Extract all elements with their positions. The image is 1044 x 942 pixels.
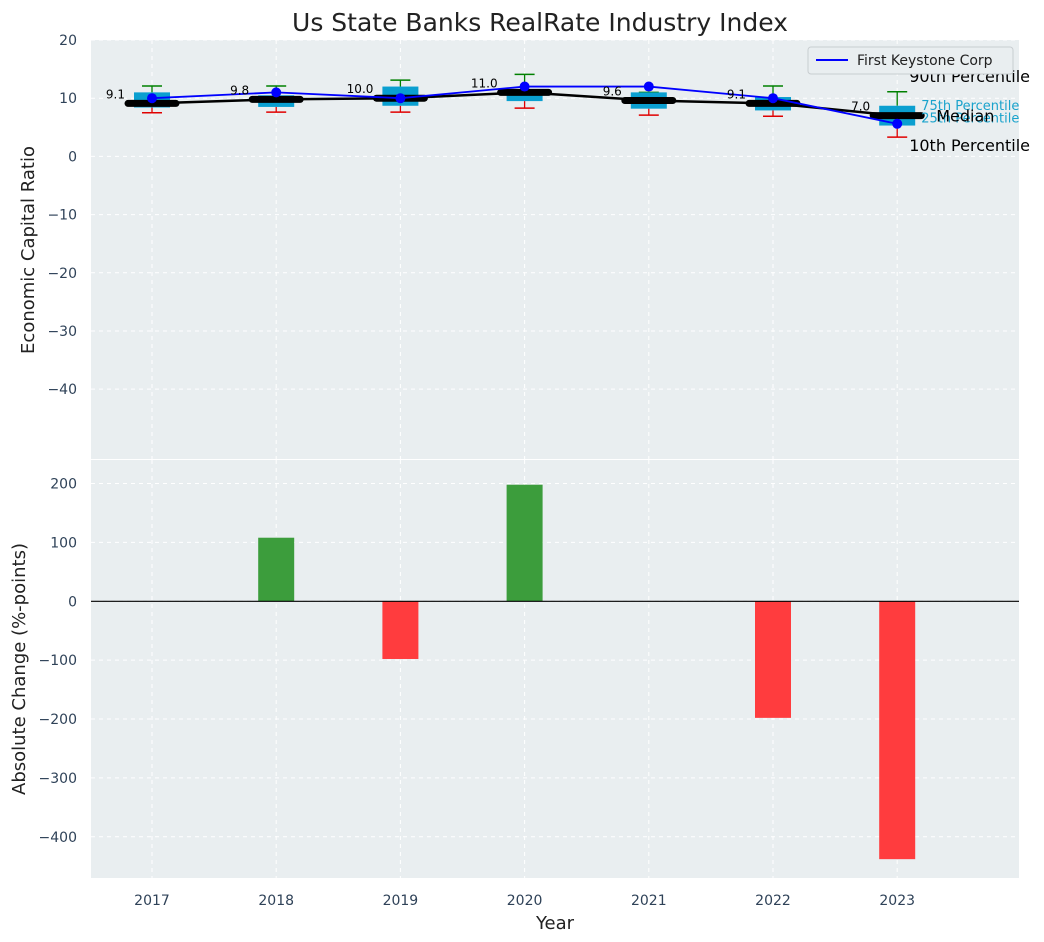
change-bar: [755, 601, 791, 718]
bottom-plot-area: [91, 460, 1019, 878]
bottom-panel: 200 100 0 −100 −200 −300 −400 2017 2018 2019 2020 2…: [39, 460, 1019, 909]
median-value-label: 9.6: [603, 85, 622, 99]
top-y-tick-label: −30: [47, 324, 77, 340]
change-bar: [506, 484, 543, 602]
change-bar: [879, 601, 916, 860]
company-point: [271, 87, 282, 98]
x-tick-label: 2017: [134, 893, 170, 909]
x-tick-label: 2018: [258, 893, 294, 909]
p10-label: 10th Percentile: [909, 136, 1030, 155]
legend-box: [807, 46, 1014, 75]
top-plot-area: [91, 40, 1019, 459]
median-value-label: 9.1: [106, 87, 125, 101]
company-point: [519, 81, 530, 92]
legend: First Keystone Corp: [807, 46, 1014, 75]
bottom-y-tick-label: −100: [39, 653, 77, 669]
bottom-y-tick-label: 200: [50, 477, 77, 493]
company-point: [395, 93, 406, 104]
legend-label: First Keystone Corp: [857, 53, 993, 69]
x-tick-label: 2021: [631, 893, 667, 909]
change-bar: [258, 537, 295, 602]
x-axis-label: Year: [535, 913, 575, 934]
top-y-tick-label: 20: [59, 33, 77, 49]
x-tick-label: 2022: [755, 893, 791, 909]
bottom-y-tick-label: 100: [50, 535, 77, 551]
x-tick-label: 2019: [383, 893, 419, 909]
median-value-label: 11.0: [471, 76, 498, 90]
bottom-y-tick-label: −300: [39, 771, 77, 787]
bottom-y-tick-label: −400: [39, 830, 77, 846]
top-y-axis-label: Economic Capital Ratio: [18, 146, 39, 354]
bottom-y-tick-label: 0: [68, 594, 77, 610]
chart-title: Us State Banks RealRate Industry Index: [292, 8, 788, 37]
median-value-label: 10.0: [347, 82, 374, 96]
top-panel: 20 10 0 −10 −20 −30 −40 9.1 9.8 10.0 11.0 9.6 9.1 7.0…: [47, 33, 1030, 459]
top-y-tick-label: 10: [59, 91, 77, 107]
top-y-tick-label: −10: [47, 208, 77, 224]
median-value-label: 9.8: [230, 83, 249, 97]
bottom-y-axis-label: Absolute Change (%-points): [9, 543, 30, 795]
p75-label: 75th Percentile: [921, 99, 1019, 114]
top-y-tick-label: −40: [47, 382, 77, 398]
change-bar: [382, 601, 419, 659]
company-point: [892, 118, 903, 129]
bottom-y-tick-label: −200: [39, 712, 77, 728]
company-point: [643, 81, 654, 92]
x-tick-label: 2023: [879, 893, 915, 909]
company-point: [147, 93, 157, 104]
x-tick-label: 2020: [507, 893, 543, 909]
company-point: [768, 93, 778, 104]
p25-label: 25th Percentile: [921, 112, 1019, 127]
top-y-tick-label: 0: [68, 149, 77, 165]
median-value-label: 7.0: [851, 100, 870, 114]
median-value-label: 9.1: [727, 87, 746, 101]
median-legend-label: Median: [936, 107, 994, 126]
top-y-tick-label: −20: [47, 266, 77, 282]
